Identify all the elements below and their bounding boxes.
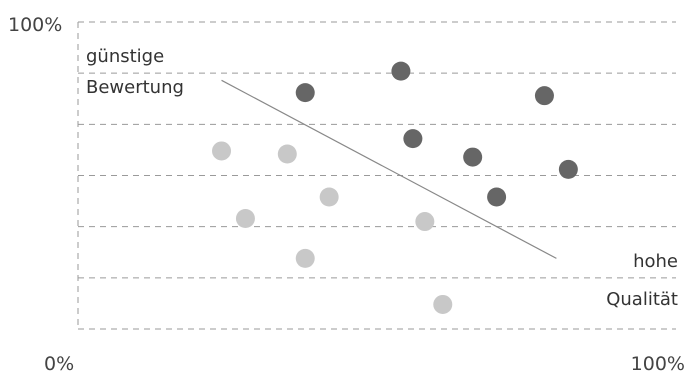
data-point-s2-3 xyxy=(277,144,297,164)
data-point-s1-7 xyxy=(558,159,578,179)
trend-line-group xyxy=(221,79,557,259)
data-points xyxy=(212,61,578,314)
data-point-s1-2 xyxy=(391,61,411,81)
data-point-s2-4 xyxy=(295,248,315,268)
data-point-s1-5 xyxy=(487,187,507,207)
data-point-s2-1 xyxy=(212,141,232,161)
trend-line xyxy=(221,79,557,259)
annotation-bottom-right-line2: Qualität xyxy=(606,289,678,310)
y-tick-label-top: 100% xyxy=(8,14,62,36)
gridlines xyxy=(78,21,676,330)
annotation-top-left-line1: günstige xyxy=(86,46,164,67)
data-point-s2-7 xyxy=(433,294,453,314)
annotation-top-left-line2: Bewertung xyxy=(86,77,184,98)
data-point-s1-1 xyxy=(295,83,315,103)
annotation-bottom-right-line1: hohe xyxy=(633,251,678,272)
data-point-s1-4 xyxy=(463,147,483,167)
data-point-s1-6 xyxy=(534,86,554,106)
data-point-s1-3 xyxy=(403,129,423,149)
data-point-s2-5 xyxy=(319,187,339,207)
x-tick-label-end: 100% xyxy=(631,353,685,374)
x-tick-label-start: 0% xyxy=(44,353,74,374)
data-point-s2-6 xyxy=(415,212,435,232)
data-point-s2-2 xyxy=(235,208,255,228)
